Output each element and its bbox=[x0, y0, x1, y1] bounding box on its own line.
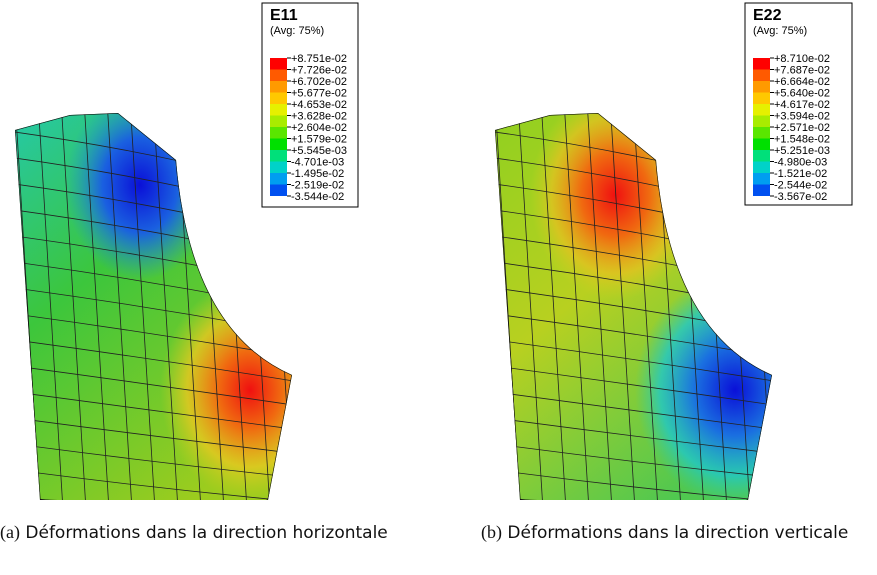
caption-text: Déformations dans la direction horizonta… bbox=[25, 523, 388, 543]
mesh-line bbox=[129, 113, 156, 500]
caption-text: Déformations dans la direction verticale bbox=[507, 523, 849, 543]
legend-band bbox=[270, 92, 287, 104]
mesh-line bbox=[83, 113, 110, 500]
legend-label: -3.544e-02 bbox=[291, 191, 344, 203]
legend-title: E22 bbox=[753, 7, 782, 24]
legend-band bbox=[270, 81, 287, 93]
mesh-line bbox=[60, 113, 87, 500]
legend-label: +7.687e-02 bbox=[774, 65, 830, 77]
caption-b: (b) Déformations dans la direction verti… bbox=[481, 518, 877, 547]
legend-label: -4.980e-03 bbox=[774, 157, 827, 169]
legend-band bbox=[753, 81, 770, 93]
legend-label: +8.710e-02 bbox=[774, 53, 830, 65]
legend-band bbox=[753, 173, 770, 185]
legend-band bbox=[270, 138, 287, 150]
mesh-line bbox=[540, 113, 567, 500]
legend-label: +4.653e-02 bbox=[291, 99, 347, 111]
mesh-line bbox=[495, 363, 772, 407]
mesh-line bbox=[609, 113, 636, 500]
mesh-line bbox=[15, 441, 292, 479]
legend-band bbox=[753, 104, 770, 116]
mesh-line bbox=[152, 113, 179, 500]
caption-label: (a) bbox=[0, 522, 20, 542]
legend-label: +5.640e-02 bbox=[774, 88, 830, 100]
legend-band bbox=[753, 150, 770, 162]
legend-label: +5.677e-02 bbox=[291, 88, 347, 100]
caption-a: (a) Déformations dans la direction horiz… bbox=[0, 518, 396, 547]
mesh-line bbox=[37, 113, 64, 500]
mesh-line bbox=[15, 415, 292, 455]
mesh-line bbox=[495, 441, 772, 479]
caption-label: (b) bbox=[481, 522, 502, 542]
legend-title: E11 bbox=[270, 7, 298, 24]
legend-label: +6.664e-02 bbox=[774, 76, 830, 88]
mesh-line bbox=[15, 363, 292, 407]
legend-label: -2.519e-02 bbox=[291, 180, 344, 192]
legend-band bbox=[270, 184, 287, 196]
mesh-line bbox=[106, 113, 133, 500]
legend-subtitle: (Avg: 75%) bbox=[753, 25, 807, 37]
legend-label: -4.701e-03 bbox=[291, 157, 344, 169]
legend-label: +3.628e-02 bbox=[291, 111, 347, 123]
legend-label: +4.617e-02 bbox=[774, 99, 830, 111]
legend-band bbox=[753, 92, 770, 104]
mesh-line bbox=[586, 113, 613, 500]
legend-band bbox=[753, 58, 770, 70]
legend-band bbox=[753, 161, 770, 173]
mesh-line bbox=[15, 467, 292, 500]
legend-label: +2.571e-02 bbox=[774, 122, 830, 134]
legend-band bbox=[270, 150, 287, 162]
mesh-line bbox=[563, 113, 590, 500]
legend-band bbox=[753, 127, 770, 139]
legend-band bbox=[270, 115, 287, 127]
legend-label: -2.544e-02 bbox=[774, 180, 827, 192]
legend-label: +2.604e-02 bbox=[291, 122, 347, 134]
mesh-line bbox=[495, 389, 772, 431]
mesh-line bbox=[495, 467, 772, 500]
mesh-line bbox=[15, 389, 292, 431]
legend-band bbox=[753, 184, 770, 196]
legend-band bbox=[270, 161, 287, 173]
legend-band bbox=[270, 58, 287, 70]
mesh-line bbox=[495, 337, 772, 383]
legend-subtitle: (Avg: 75%) bbox=[270, 25, 324, 37]
mesh-line bbox=[15, 337, 292, 383]
plots: E11(Avg: 75%)+8.751e-02+7.726e-02+6.702e… bbox=[15, 2, 853, 500]
legend-label: +7.726e-02 bbox=[291, 65, 347, 77]
legend-band bbox=[270, 104, 287, 116]
legend-label: +1.579e-02 bbox=[291, 134, 347, 146]
mesh-line bbox=[495, 415, 772, 455]
legend-label: +1.548e-02 bbox=[774, 134, 830, 146]
legend-band bbox=[753, 138, 770, 150]
mesh-line bbox=[632, 113, 659, 500]
legend-label: -1.521e-02 bbox=[774, 168, 827, 180]
legend-band bbox=[753, 115, 770, 127]
legend: E11(Avg: 75%) +8.751e-02+7.726e-02+6.702e… bbox=[261, 2, 359, 208]
legend-label: +6.702e-02 bbox=[291, 76, 347, 88]
mesh-line bbox=[517, 113, 544, 500]
legend-band bbox=[270, 173, 287, 185]
legend-band bbox=[270, 69, 287, 81]
legend-label: -1.495e-02 bbox=[291, 168, 344, 180]
legend-label: +5.251e-03 bbox=[774, 145, 830, 157]
mesh-b bbox=[495, 113, 772, 500]
legend-band bbox=[270, 127, 287, 139]
legend-label: +8.751e-02 bbox=[291, 53, 347, 65]
legend-label: -3.567e-02 bbox=[774, 191, 827, 203]
legend-band bbox=[753, 69, 770, 81]
legend-label: +5.545e-03 bbox=[291, 145, 347, 157]
legend: E22(Avg: 75%) +8.710e-02+7.687e-02+6.664e… bbox=[744, 2, 853, 206]
legend-label: +3.594e-02 bbox=[774, 111, 830, 123]
